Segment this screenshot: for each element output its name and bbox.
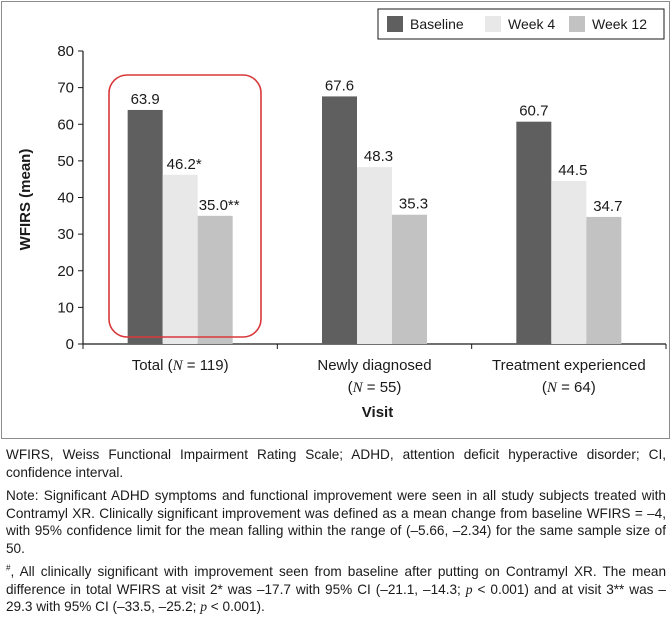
legend-label: Baseline: [410, 16, 464, 32]
bar-baseline: [322, 96, 357, 344]
x-category-label: Treatment experienced: [492, 357, 646, 374]
bar-week-4: [162, 174, 198, 344]
highlight-box: [108, 74, 262, 338]
bar-week-12: [197, 215, 233, 344]
data-label: 34.7: [593, 198, 622, 215]
data-label: 35.0**: [199, 197, 240, 214]
bar-week-4: [551, 181, 587, 344]
abbreviations-note: WFIRS, Weiss Functional Impairment Ratin…: [6, 447, 666, 480]
y-tick-label: 40: [57, 190, 74, 207]
footnote-text-a: , All clinically significant with improv…: [6, 564, 666, 597]
y-axis-title: WFIRS (mean): [17, 149, 34, 251]
footnote-text-b: < 0.001) and at visit 3** was –29.3 with…: [6, 581, 666, 615]
chart-frame: 0 10 20 30 40 50 60 70 80 WFIRS (mean) 63.9 46.2* 35…: [1, 1, 670, 439]
figure-notes: WFIRS, Weiss Functional Impairment Ratin…: [6, 446, 666, 622]
x-category-label: Total (N = 119): [132, 357, 229, 374]
data-label: 44.5: [558, 162, 587, 179]
y-tick-label: 20: [57, 263, 74, 280]
data-label: 48.3: [364, 148, 393, 165]
y-tick-label: 60: [57, 116, 74, 133]
data-label: 46.2*: [167, 156, 202, 173]
x-category-label-line2: (N = 55): [348, 379, 402, 396]
data-label: 35.3: [399, 196, 428, 213]
bar-week-12: [586, 216, 622, 344]
data-label: 67.6: [325, 77, 354, 94]
legend-swatch-baseline: [387, 16, 403, 32]
data-label: 63.9: [131, 91, 160, 108]
footnote: #, All clinically significant with impro…: [6, 563, 666, 616]
legend-label: Week 4: [508, 16, 555, 32]
data-label: 60.7: [519, 103, 548, 120]
y-tick-label: 50: [57, 153, 74, 170]
legend: Baseline Week 4 Week 12: [377, 8, 665, 40]
footnote-mark: #: [6, 563, 11, 573]
legend-swatch-week-4: [485, 16, 501, 32]
x-category-label: Newly diagnosed: [317, 357, 431, 374]
x-category-label-line2: (N = 64): [542, 379, 596, 396]
legend-swatch-week-12: [569, 16, 585, 32]
bar-baseline: [516, 121, 552, 344]
bar-week-4: [357, 167, 392, 344]
y-tick-label: 70: [57, 80, 74, 97]
p-symbol: p: [465, 581, 473, 597]
bar-chart: 0 10 20 30 40 50 60 70 80 WFIRS (mean) 63.9 46.2* 35…: [17, 8, 667, 421]
y-tick-label: 10: [57, 299, 74, 316]
x-axis-title: Visit: [362, 404, 393, 421]
y-tick-label: 80: [57, 43, 74, 60]
y-tick-label: 30: [57, 226, 74, 243]
legend-label: Week 12: [592, 16, 647, 32]
legend-box: [377, 8, 665, 40]
p-symbol: p: [200, 599, 208, 614]
significance-note: Note: Significant ADHD symptoms and func…: [6, 488, 666, 556]
bar-week-12: [392, 214, 427, 344]
y-tick-label: 0: [66, 336, 74, 353]
bar-baseline: [127, 109, 163, 344]
footnote-text-c: < 0.001).: [207, 599, 265, 614]
